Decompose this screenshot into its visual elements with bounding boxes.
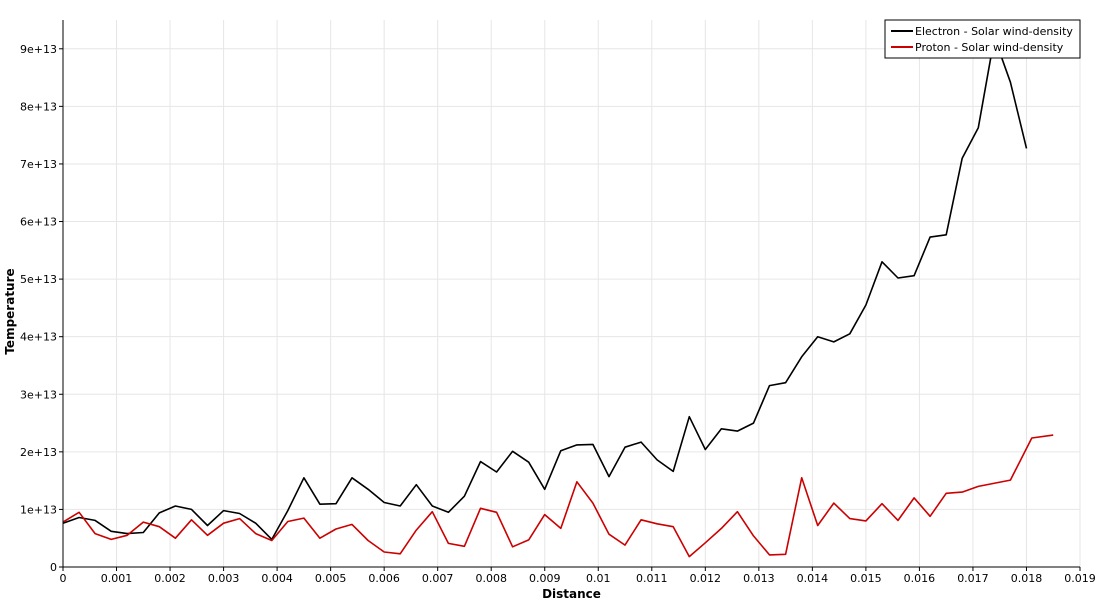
x-axis-title: Distance <box>542 587 601 601</box>
x-tick-label: 0.006 <box>368 572 400 585</box>
x-tick-label: 0.016 <box>904 572 936 585</box>
y-tick-label: 3e+13 <box>20 388 57 401</box>
gridlines <box>62 20 1081 568</box>
legend-box <box>884 19 1081 59</box>
y-tick-label: 4e+13 <box>20 331 57 344</box>
x-tick-label: 0.011 <box>636 572 668 585</box>
y-tick-label: 7e+13 <box>20 158 57 171</box>
y-axis-title: Temperature <box>3 268 17 354</box>
y-tick-label: 6e+13 <box>20 216 57 229</box>
x-tick-label: 0.01 <box>586 572 611 585</box>
legend: Electron - Solar wind-density Proton - S… <box>884 19 1081 59</box>
series-lines <box>62 36 1054 558</box>
y-tick-label: 5e+13 <box>20 273 57 286</box>
y-tick-label: 2e+13 <box>20 446 57 459</box>
legend-label-electron: Electron - Solar wind-density <box>915 25 1073 38</box>
x-tick-label: 0.012 <box>690 572 722 585</box>
y-axis-ticks: 0 1e+13 2e+13 3e+13 4e+13 5e+13 6e+13 7e+13 8e+1… <box>20 43 63 574</box>
x-tick-label: 0.001 <box>101 572 133 585</box>
y-tick-label: 9e+13 <box>20 43 57 56</box>
y-tick-label: 1e+13 <box>20 503 57 516</box>
x-tick-label: 0.009 <box>529 572 561 585</box>
x-tick-label: 0.013 <box>743 572 775 585</box>
x-tick-label: 0.003 <box>208 572 240 585</box>
x-tick-label: 0.019 <box>1064 572 1096 585</box>
x-tick-label: 0.008 <box>475 572 507 585</box>
x-tick-label: 0.014 <box>797 572 829 585</box>
y-tick-label: 8e+13 <box>20 100 57 113</box>
x-tick-label: 0.005 <box>315 572 347 585</box>
axes <box>62 20 1080 568</box>
x-tick-label: 0 <box>60 572 67 585</box>
x-tick-label: 0.007 <box>422 572 454 585</box>
x-axis-ticks: 0 0.001 0.002 0.003 0.004 0.005 0.006 0.007 0.00… <box>60 567 1096 585</box>
series-line-proton <box>62 434 1054 558</box>
legend-label-proton: Proton - Solar wind-density <box>915 41 1064 54</box>
x-tick-label: 0.017 <box>957 572 989 585</box>
x-tick-label: 0.015 <box>850 572 882 585</box>
series-line-electron <box>62 36 1028 541</box>
x-tick-label: 0.004 <box>261 572 293 585</box>
x-tick-label: 0.002 <box>154 572 186 585</box>
y-tick-label: 0 <box>50 561 57 574</box>
x-tick-label: 0.018 <box>1011 572 1043 585</box>
